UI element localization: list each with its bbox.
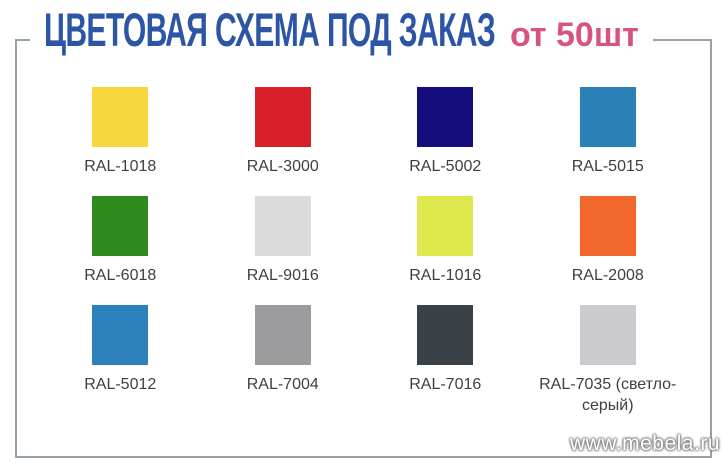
swatch-grid: RAL-1018 RAL-3000 RAL-5002 RAL-5015 RAL-… bbox=[39, 87, 689, 416]
color-swatch bbox=[254, 305, 311, 365]
color-swatch-cell: RAL-1016 bbox=[364, 196, 527, 305]
site-watermark: www.mebela.ru bbox=[569, 432, 720, 455]
color-swatch-cell: RAL-7016 bbox=[364, 305, 527, 416]
color-swatch-cell: RAL-9016 bbox=[202, 196, 365, 305]
color-swatch bbox=[417, 196, 474, 256]
swatch-label: RAL-5015 bbox=[571, 158, 644, 175]
swatch-label: RAL-3000 bbox=[246, 158, 319, 175]
color-swatch-cell: RAL-5012 bbox=[39, 305, 202, 416]
color-swatch-cell: RAL-3000 bbox=[202, 87, 365, 196]
swatch-label: RAL-6018 bbox=[84, 267, 157, 284]
color-swatch-cell: RAL-7004 bbox=[202, 305, 365, 416]
color-swatch-cell: RAL-6018 bbox=[39, 196, 202, 305]
swatch-label: RAL-9016 bbox=[246, 267, 319, 284]
page-title: ЦВЕТОВАЯ СХЕМА ПОД ЗАКАЗ bbox=[44, 3, 496, 56]
swatch-label: RAL-2008 bbox=[571, 267, 644, 284]
color-swatch bbox=[579, 87, 636, 147]
color-swatch bbox=[92, 87, 149, 147]
color-swatch bbox=[254, 87, 311, 147]
color-swatch bbox=[579, 305, 636, 365]
page-subtitle: от 50шт bbox=[510, 16, 639, 54]
swatch-label: RAL-7035 (светло-серый) bbox=[539, 376, 677, 414]
color-swatch bbox=[417, 87, 474, 147]
swatch-label: RAL-5002 bbox=[409, 158, 482, 175]
color-swatch bbox=[254, 196, 311, 256]
swatch-label: RAL-1018 bbox=[84, 158, 157, 175]
color-swatch bbox=[92, 305, 149, 365]
color-swatch-cell: RAL-5015 bbox=[527, 87, 690, 196]
swatch-label: RAL-7016 bbox=[409, 376, 482, 393]
swatch-label: RAL-7004 bbox=[246, 376, 319, 393]
color-swatch-cell: RAL-2008 bbox=[527, 196, 690, 305]
color-swatch bbox=[579, 196, 636, 256]
color-swatch bbox=[92, 196, 149, 256]
header: ЦВЕТОВАЯ СХЕМА ПОД ЗАКАЗ от 50шт bbox=[30, 2, 653, 67]
color-swatch-cell: RAL-1018 bbox=[39, 87, 202, 196]
swatch-label: RAL-5012 bbox=[84, 376, 157, 393]
color-swatch bbox=[417, 305, 474, 365]
color-swatch-cell: RAL-5002 bbox=[364, 87, 527, 196]
page-title-box: ЦВЕТОВАЯ СХЕМА ПОД ЗАКАЗ bbox=[44, 3, 496, 56]
color-swatch-cell: RAL-7035 (светло-серый) bbox=[527, 305, 690, 416]
swatch-label: RAL-1016 bbox=[409, 267, 482, 284]
